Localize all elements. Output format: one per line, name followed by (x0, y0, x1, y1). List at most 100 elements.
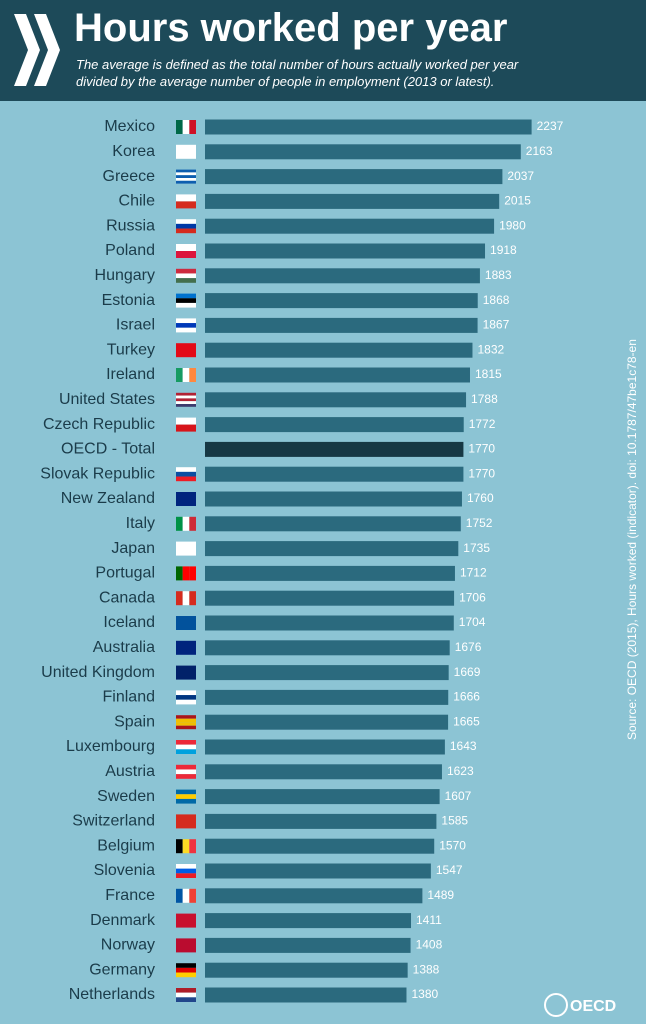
flag (176, 251, 196, 258)
category-label: Slovak Republic (40, 465, 155, 482)
flag (176, 293, 196, 299)
flag (176, 715, 196, 719)
flag (176, 398, 196, 402)
flag (176, 744, 196, 750)
bar (205, 268, 480, 284)
flag (176, 764, 196, 770)
flag (176, 144, 196, 159)
category-label: Israel (116, 317, 155, 334)
category-label: Mexico (104, 118, 155, 135)
category-label: Chile (119, 193, 156, 210)
category-label: Netherlands (69, 986, 155, 1003)
flag (176, 244, 196, 251)
bar (205, 838, 435, 854)
category-label: Estonia (102, 292, 155, 309)
bar (205, 193, 500, 209)
category-label: OECD - Total (61, 441, 155, 458)
value-label: 1760 (467, 491, 494, 505)
flag (189, 591, 196, 606)
bar (205, 541, 459, 557)
flag (182, 888, 190, 903)
flag (176, 665, 196, 680)
flag (176, 343, 196, 358)
bar (205, 987, 407, 1003)
category-label: Germany (89, 961, 155, 978)
category-label: United States (59, 391, 155, 408)
flag (176, 938, 196, 953)
bar (205, 293, 478, 309)
title: Hours worked per year (74, 6, 508, 50)
flag (176, 798, 196, 804)
flag (176, 471, 196, 477)
flag (176, 404, 196, 407)
flag (176, 169, 196, 173)
flag (176, 219, 196, 224)
flag (182, 368, 190, 382)
bar (205, 169, 503, 185)
category-label: Hungary (95, 267, 155, 284)
category-label: Luxembourg (66, 738, 155, 755)
flag (176, 699, 196, 705)
category-label: Slovenia (94, 862, 155, 879)
value-label: 1712 (460, 566, 487, 580)
flag (189, 516, 196, 531)
value-label: 1770 (468, 466, 495, 480)
value-label: 1772 (469, 417, 496, 431)
category-label: Finland (103, 689, 155, 706)
bar (205, 665, 449, 681)
value-label: 1706 (459, 590, 486, 604)
category-label: Austria (105, 763, 155, 780)
category-label: Denmark (90, 912, 156, 929)
bar (205, 516, 461, 532)
value-label: 1570 (439, 838, 466, 852)
bar (205, 392, 467, 408)
bar (205, 739, 445, 755)
logo-chevrons (14, 14, 60, 86)
flag (176, 769, 196, 775)
bar (205, 218, 495, 234)
value-label: 2237 (537, 119, 564, 133)
bar (205, 590, 455, 606)
flag (176, 178, 196, 181)
flag (176, 992, 196, 998)
flag (176, 740, 196, 745)
bar (205, 640, 450, 656)
bar (205, 615, 454, 631)
flag (176, 868, 196, 874)
flag (189, 566, 196, 581)
source: Source: OECD (2015), Hours worked (indic… (625, 339, 639, 740)
flag (176, 591, 183, 606)
value-label: 1666 (453, 690, 480, 704)
category-label: Ireland (106, 366, 155, 383)
flag (182, 516, 190, 531)
category-label: Spain (114, 713, 155, 730)
flag (176, 814, 196, 829)
value-label: 1676 (455, 640, 482, 654)
flag (176, 228, 196, 234)
flag (176, 988, 196, 993)
flag (176, 873, 196, 878)
flag (176, 302, 196, 308)
bar (205, 243, 486, 259)
flag (189, 368, 196, 382)
flag (176, 268, 196, 274)
flag (182, 839, 190, 854)
value-label: 1883 (485, 268, 512, 282)
flag (176, 273, 196, 279)
flag (176, 401, 196, 404)
flag (176, 120, 183, 134)
value-label: 1388 (413, 962, 440, 976)
category-label: Japan (111, 540, 155, 557)
value-label: 1585 (441, 814, 468, 828)
flag (176, 913, 196, 928)
flag (176, 392, 196, 396)
flag (182, 591, 190, 606)
bar (205, 937, 411, 953)
bar (205, 863, 431, 879)
category-label: Poland (105, 242, 155, 259)
value-label: 1770 (468, 442, 495, 456)
value-label: 1867 (483, 318, 510, 332)
flag (176, 967, 196, 973)
